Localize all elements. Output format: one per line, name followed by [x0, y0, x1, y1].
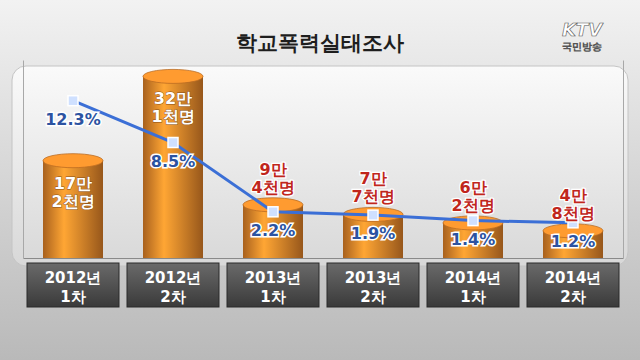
data-labels: 17만2천명32만1천명9만4천명7만7천명6만2천명4만8천명12.3%8.5…: [45, 89, 595, 250]
bar-label: 6만2천명: [451, 178, 494, 215]
bar-label-line: 6만: [459, 178, 486, 197]
bar-label-line: 17만: [54, 174, 92, 193]
y2-axis: [623, 61, 624, 259]
x-tick-line: 2012년: [145, 269, 202, 287]
bar-label: 4만8천명: [551, 186, 594, 223]
background: [0, 0, 640, 360]
bar: [143, 76, 203, 258]
x-tick-label: 2012년2차: [145, 269, 202, 306]
x-axis-line: [24, 258, 624, 259]
line-label: 12.3%: [45, 110, 101, 129]
x-tick-line: 2차: [560, 288, 585, 306]
x-tick-label: 2012년1차: [45, 269, 102, 306]
bar-label-line: 1천명: [151, 107, 194, 126]
line-label: 2.2%: [251, 221, 295, 240]
bar-label-line: 7만: [359, 169, 386, 188]
x-axis: 2012년1차2012년2차2013년1차2013년2차2014년1차2014년…: [24, 258, 624, 306]
line-marker: [368, 210, 378, 220]
chart-title: 학교폭력실태조사: [236, 31, 404, 55]
x-tick-line: 2013년: [245, 269, 302, 287]
x-tick-label: 2013년1차: [245, 269, 302, 306]
x-tick: 2013년2차: [345, 258, 402, 306]
x-tick-line: 2014년: [545, 269, 602, 287]
x-tick-line: 2012년: [45, 269, 102, 287]
x-tick: 2013년1차: [245, 258, 302, 306]
category-box: [327, 263, 419, 307]
x-tick-line: 1차: [260, 288, 285, 306]
category-box: [227, 263, 319, 307]
annotation: KTV: [562, 19, 604, 40]
x-tick-line: 2014년: [445, 269, 502, 287]
x-tick: 2014년1차: [445, 258, 502, 306]
x-tick-line: 2차: [160, 288, 185, 306]
x-tick-label: 2013년2차: [345, 269, 402, 306]
x-tick-line: 2013년: [345, 269, 402, 287]
y-axis-line: [23, 61, 24, 259]
bar-label-line: 2천명: [451, 196, 494, 215]
bar-label: 17만2천명: [51, 174, 94, 211]
x-tick: 2012년1차: [45, 258, 102, 306]
y2-axis-line: [623, 61, 624, 259]
bar-top: [43, 154, 103, 168]
x-tick-line: 2차: [360, 288, 385, 306]
bar-label-line: 4만: [559, 186, 586, 205]
y-axis: [23, 61, 24, 259]
bar: [543, 231, 603, 258]
line-label: 1.2%: [551, 232, 595, 251]
line-label: 8.5%: [151, 152, 195, 171]
line-marker: [68, 96, 78, 106]
bar-label-line: 9만: [259, 160, 286, 179]
chart-root: 학교폭력실태조사KTV국민방송2012년1차2012년2차2013년1차2013…: [0, 0, 640, 360]
line-label: 1.9%: [351, 224, 395, 243]
x-tick-line: 1차: [460, 288, 485, 306]
bar-label-line: 4천명: [251, 178, 294, 197]
category-box: [527, 263, 619, 307]
bar-label: 7만7천명: [351, 169, 394, 206]
x-tick-line: 1차: [60, 288, 85, 306]
plot-panel: [12, 66, 628, 266]
bar-label-line: 2천명: [51, 192, 94, 211]
line-marker: [268, 207, 278, 217]
x-tick: 2014년2차: [545, 258, 602, 306]
category-box: [127, 263, 219, 307]
line-label: 1.4%: [451, 230, 495, 249]
bar-label-line: 7천명: [351, 187, 394, 206]
annotation: 국민방송: [562, 41, 602, 52]
bar: [43, 161, 103, 258]
line-marker: [168, 138, 178, 148]
bar-label-line: 8천명: [551, 204, 594, 223]
bar-label-line: 32만: [154, 89, 192, 108]
x-tick: 2012년2차: [145, 258, 202, 306]
bar-top: [143, 69, 203, 83]
category-boxes: [27, 263, 619, 307]
plot-area: [43, 69, 603, 258]
category-box: [427, 263, 519, 307]
x-tick-label: 2014년1차: [445, 269, 502, 306]
bar-label: 32만1천명: [151, 89, 194, 126]
category-box: [27, 263, 119, 307]
x-tick-label: 2014년2차: [545, 269, 602, 306]
line: [73, 101, 573, 223]
bar-label: 9만4천명: [251, 160, 294, 197]
chart-svg: 학교폭력실태조사KTV국민방송2012년1차2012년2차2013년1차2013…: [0, 0, 640, 360]
line-marker: [468, 216, 478, 226]
